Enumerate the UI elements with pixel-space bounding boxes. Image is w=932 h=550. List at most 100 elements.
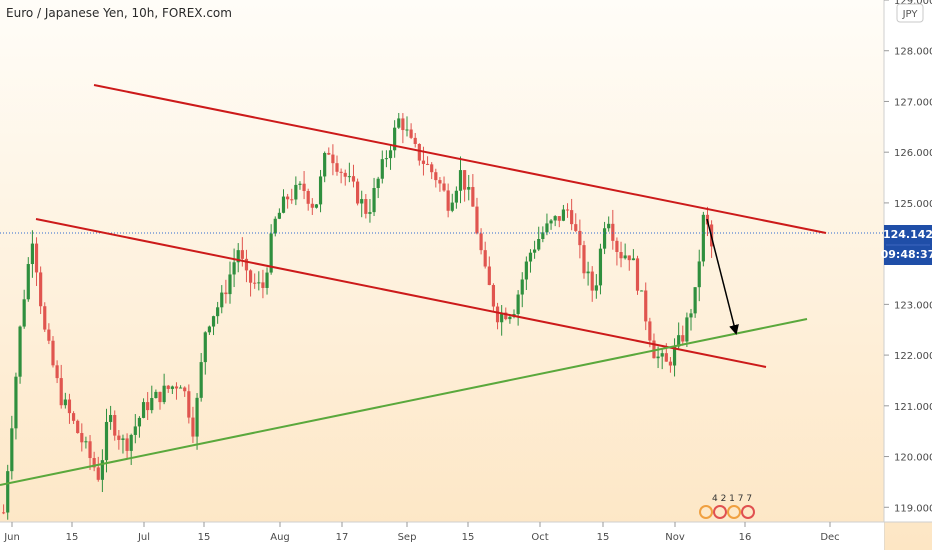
candle bbox=[471, 174, 475, 207]
lower-channel-trendline[interactable] bbox=[35, 218, 767, 368]
candle-body bbox=[491, 285, 496, 307]
time-tick-label: 15 bbox=[597, 532, 610, 543]
candle-body bbox=[63, 399, 67, 406]
forecast-arrow[interactable] bbox=[706, 218, 739, 335]
candle-body bbox=[80, 433, 84, 443]
candle-body bbox=[434, 172, 438, 181]
candle-body bbox=[121, 438, 125, 440]
candle bbox=[384, 150, 389, 168]
support-trendline[interactable] bbox=[0, 318, 808, 486]
candle-body bbox=[701, 214, 705, 262]
candle-body bbox=[125, 438, 129, 451]
candle-body bbox=[327, 152, 331, 155]
candle bbox=[96, 456, 100, 482]
candle-body bbox=[463, 170, 467, 190]
candle-body bbox=[310, 203, 314, 208]
candle-body bbox=[113, 415, 117, 436]
candle-body bbox=[6, 471, 10, 513]
candle-body bbox=[158, 391, 162, 403]
candle-body bbox=[689, 313, 693, 318]
watermark-circle-1 bbox=[699, 505, 713, 519]
time-axis-panel[interactable] bbox=[0, 522, 884, 550]
upper-channel-trendline[interactable] bbox=[93, 84, 827, 234]
candle-body bbox=[141, 402, 146, 418]
candle-body bbox=[421, 160, 426, 164]
candle bbox=[393, 120, 397, 158]
candle bbox=[611, 209, 615, 250]
candle-body bbox=[376, 178, 380, 188]
candle bbox=[166, 384, 170, 393]
candle bbox=[207, 325, 212, 335]
candle bbox=[63, 392, 67, 409]
candle-body bbox=[483, 250, 487, 267]
candle-body bbox=[631, 258, 635, 261]
candle-body bbox=[479, 233, 483, 251]
candle bbox=[314, 203, 319, 209]
candle-body bbox=[372, 187, 376, 213]
candle-body bbox=[504, 312, 508, 320]
candle-body bbox=[88, 441, 92, 459]
candle bbox=[450, 193, 454, 213]
candle-body bbox=[430, 164, 434, 173]
candle bbox=[306, 188, 310, 211]
candle bbox=[553, 215, 557, 227]
candle bbox=[191, 406, 195, 443]
candle bbox=[323, 151, 327, 183]
candle-body bbox=[570, 210, 574, 225]
candle bbox=[51, 336, 55, 368]
candle-body bbox=[162, 385, 166, 403]
candle bbox=[26, 257, 30, 302]
candle-body bbox=[417, 143, 421, 161]
price-badge: 124.142 09:48:37 bbox=[881, 225, 932, 265]
candle-body bbox=[47, 329, 51, 341]
price-tick-label: 126.000 bbox=[894, 148, 932, 159]
candle-body bbox=[199, 362, 203, 398]
candle bbox=[141, 398, 146, 419]
candle-body bbox=[668, 361, 673, 366]
candle bbox=[104, 408, 109, 473]
candle-body bbox=[520, 279, 524, 295]
candle bbox=[582, 240, 586, 279]
candle-body bbox=[323, 152, 327, 177]
candle-body bbox=[343, 172, 347, 177]
candle-body bbox=[471, 187, 475, 207]
candle bbox=[92, 451, 96, 472]
candle bbox=[343, 169, 347, 186]
candle-body bbox=[195, 397, 199, 437]
candle bbox=[570, 198, 574, 231]
candle-body bbox=[273, 218, 277, 234]
candle bbox=[475, 197, 479, 235]
candle bbox=[154, 389, 158, 399]
price-tick-label: 128.000 bbox=[894, 47, 932, 58]
candle-body bbox=[545, 223, 549, 233]
candle-body bbox=[55, 365, 59, 379]
candle-body bbox=[623, 255, 627, 259]
candle-body bbox=[598, 248, 603, 286]
candle-body bbox=[150, 398, 154, 411]
candle-body bbox=[664, 353, 668, 362]
candle bbox=[273, 216, 277, 237]
candle-body bbox=[286, 196, 290, 200]
candle bbox=[30, 230, 35, 278]
candle-body bbox=[442, 183, 446, 191]
time-tick-label: Sep bbox=[398, 532, 417, 543]
candle-body bbox=[92, 458, 96, 468]
candle-body bbox=[549, 220, 553, 224]
candle-body bbox=[586, 271, 590, 274]
candle-body bbox=[528, 252, 533, 262]
candle-body bbox=[380, 159, 384, 179]
candle-body bbox=[244, 258, 249, 271]
time-tick-label: Aug bbox=[270, 532, 290, 543]
candle-body bbox=[677, 335, 681, 347]
candle bbox=[339, 168, 343, 184]
candle bbox=[467, 174, 471, 201]
candle bbox=[84, 436, 88, 449]
candle-body bbox=[602, 228, 607, 249]
candle bbox=[685, 312, 689, 348]
candle bbox=[623, 243, 627, 260]
candle-body bbox=[561, 209, 566, 221]
currency-button[interactable]: JPY bbox=[896, 3, 924, 23]
candle bbox=[413, 132, 417, 148]
candle-body bbox=[269, 233, 273, 273]
